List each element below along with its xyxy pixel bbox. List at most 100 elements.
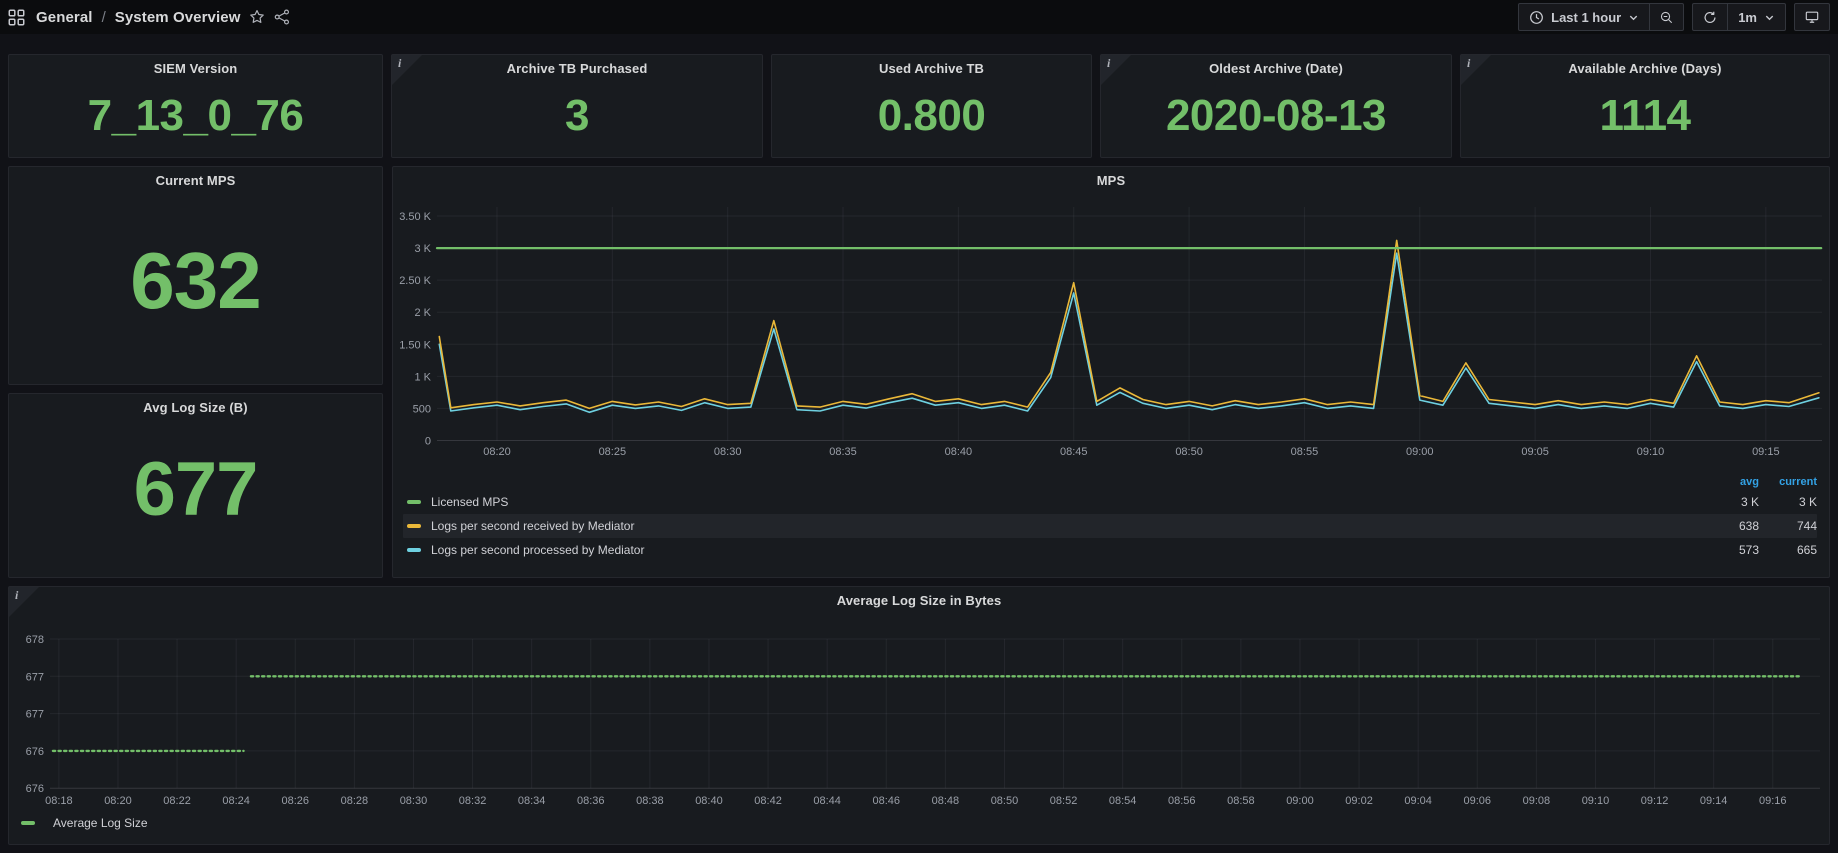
refresh-button[interactable] xyxy=(1693,4,1727,30)
x-tick-label: 08:36 xyxy=(577,795,605,807)
y-tick-label: 677 xyxy=(26,709,44,721)
x-tick-label: 09:12 xyxy=(1641,795,1669,807)
x-tick-label: 08:30 xyxy=(714,446,742,458)
x-tick-label: 08:34 xyxy=(518,795,546,807)
cycle-view-mode-button[interactable] xyxy=(1795,4,1829,30)
x-tick-label: 08:46 xyxy=(872,795,900,807)
panel-used-archive-tb: Used Archive TB 0.800 xyxy=(771,54,1092,158)
x-tick-label: 08:58 xyxy=(1227,795,1255,807)
panel-title[interactable]: Used Archive TB xyxy=(878,60,985,76)
panel-title[interactable]: SIEM Version xyxy=(153,60,238,76)
legend-label[interactable]: Average Log Size xyxy=(53,816,148,830)
x-tick-label: 08:25 xyxy=(599,446,627,458)
panel-title[interactable]: Oldest Archive (Date) xyxy=(1209,60,1343,76)
legend-swatch xyxy=(407,548,421,552)
legend-row-1[interactable]: Logs per second received by Mediator 638 7… xyxy=(403,514,1817,538)
y-tick-label: 676 xyxy=(26,746,44,758)
x-tick-label: 09:10 xyxy=(1582,795,1610,807)
clock-icon xyxy=(1530,10,1544,24)
mps-chart-svg[interactable]: 08:20 08:25 08:30 08:35 08:40 08:45 08:50 08:55… xyxy=(394,193,1830,465)
y-tick-label: 2.50 K xyxy=(399,275,431,287)
panel-avg-log-size: Avg Log Size (B) 677 xyxy=(8,393,383,578)
y-tick-label: 677 xyxy=(26,671,44,683)
legend-col-current[interactable]: current xyxy=(1779,475,1817,488)
breadcrumb-section[interactable]: General xyxy=(36,8,93,26)
legend-label[interactable]: Logs per second processed by Mediator xyxy=(431,543,645,557)
y-tick-label: 0 xyxy=(425,436,431,448)
y-tick-label: 676 xyxy=(26,783,44,795)
panel-title[interactable]: Current MPS xyxy=(155,172,236,188)
x-tick-label: 08:32 xyxy=(459,795,487,807)
star-icon[interactable] xyxy=(249,9,265,25)
x-tick-label: 09:14 xyxy=(1700,795,1728,807)
view-mode-group xyxy=(1794,3,1830,31)
log-size-chart-svg[interactable]: 08:18 08:20 08:22 08:24 08:26 08:28 08:30 08:32… xyxy=(14,613,1824,813)
time-range-label: Last 1 hour xyxy=(1551,9,1622,25)
panel-title[interactable]: Archive TB Purchased xyxy=(506,60,648,76)
y-tick-label: 2 K xyxy=(414,307,431,319)
x-tick-label: 08:20 xyxy=(483,446,511,458)
y-tick-label: 678 xyxy=(26,634,44,646)
legend-col-avg[interactable]: avg xyxy=(1740,475,1759,488)
legend-current-value: 3 K xyxy=(1798,495,1817,509)
stat-value: 1114 xyxy=(1599,91,1691,140)
x-tick-label: 09:02 xyxy=(1345,795,1373,807)
x-tick-label: 08:24 xyxy=(222,795,250,807)
stat-value: 2020-08-13 xyxy=(1165,91,1387,140)
panel-title[interactable]: Average Log Size in Bytes xyxy=(836,592,1002,608)
x-tick-label: 09:05 xyxy=(1521,446,1549,458)
legend-current-value: 665 xyxy=(1796,543,1817,557)
panel-siem-version: SIEM Version 7_13_0_76 xyxy=(8,54,383,158)
breadcrumb-page[interactable]: System Overview xyxy=(114,8,241,26)
log-size-legend[interactable]: Average Log Size xyxy=(9,816,1829,830)
legend-swatch xyxy=(407,524,421,528)
share-icon[interactable] xyxy=(274,9,290,25)
x-tick-label: 08:22 xyxy=(163,795,191,807)
x-tick-label: 08:26 xyxy=(281,795,309,807)
panel-mps-chart: MPS 08:20 08:25 08:30 08:35 08:40 08:45 08:50 0… xyxy=(392,166,1830,578)
x-tick-label: 08:42 xyxy=(754,795,782,807)
y-tick-label: 3.50 K xyxy=(399,211,431,223)
time-range-picker[interactable]: Last 1 hour xyxy=(1519,4,1649,30)
zoom-out-icon xyxy=(1661,11,1673,23)
panel-archive-tb-purchased: i Archive TB Purchased 3 xyxy=(391,54,763,158)
dashboards-grid-icon[interactable] xyxy=(8,9,25,26)
zoom-out-button[interactable] xyxy=(1649,4,1683,30)
x-tick-label: 09:00 xyxy=(1286,795,1314,807)
panel-average-log-size-chart: i Average Log Size in Bytes 08:18 08:20 08… xyxy=(8,586,1830,845)
legend-avg-value: 3 K xyxy=(1740,495,1759,509)
legend-label[interactable]: Licensed MPS xyxy=(431,495,509,509)
x-tick-label: 08:50 xyxy=(991,795,1019,807)
legend-current-value: 744 xyxy=(1796,519,1817,533)
stat-value: 632 xyxy=(130,236,261,325)
x-tick-label: 08:40 xyxy=(945,446,973,458)
top-nav: General / System Overview Last 1 hour xyxy=(0,0,1838,34)
panel-info-icon[interactable]: i xyxy=(392,55,422,85)
x-tick-label: 08:35 xyxy=(829,446,857,458)
panel-title[interactable]: MPS xyxy=(1096,172,1126,188)
panel-info-icon[interactable]: i xyxy=(9,587,39,617)
refresh-interval-picker[interactable]: 1m xyxy=(1727,4,1785,30)
series-line-1 xyxy=(438,239,1820,410)
panel-title[interactable]: Avg Log Size (B) xyxy=(143,399,248,415)
legend-avg-value: 638 xyxy=(1738,519,1759,533)
stat-value: 3 xyxy=(565,91,589,140)
x-tick-label: 08:28 xyxy=(341,795,369,807)
x-tick-label: 08:44 xyxy=(813,795,841,807)
x-tick-label: 08:54 xyxy=(1109,795,1137,807)
panel-info-icon[interactable]: i xyxy=(1461,55,1491,85)
y-tick-label: 500 xyxy=(413,403,431,415)
legend-avg-value: 573 xyxy=(1738,543,1759,557)
x-tick-label: 08:18 xyxy=(45,795,73,807)
x-tick-label: 09:16 xyxy=(1759,795,1787,807)
panel-info-icon[interactable]: i xyxy=(1101,55,1131,85)
x-tick-label: 09:00 xyxy=(1406,446,1434,458)
legend-label[interactable]: Logs per second received by Mediator xyxy=(431,519,635,533)
chevron-down-icon xyxy=(1630,15,1638,20)
x-tick-label: 09:06 xyxy=(1463,795,1491,807)
legend-row-0[interactable]: Licensed MPS 3 K 3 K xyxy=(403,490,1817,514)
panel-title[interactable]: Available Archive (Days) xyxy=(1568,60,1722,76)
chevron-down-icon xyxy=(1765,15,1774,20)
legend-row-2[interactable]: Logs per second processed by Mediator 573… xyxy=(403,538,1817,562)
